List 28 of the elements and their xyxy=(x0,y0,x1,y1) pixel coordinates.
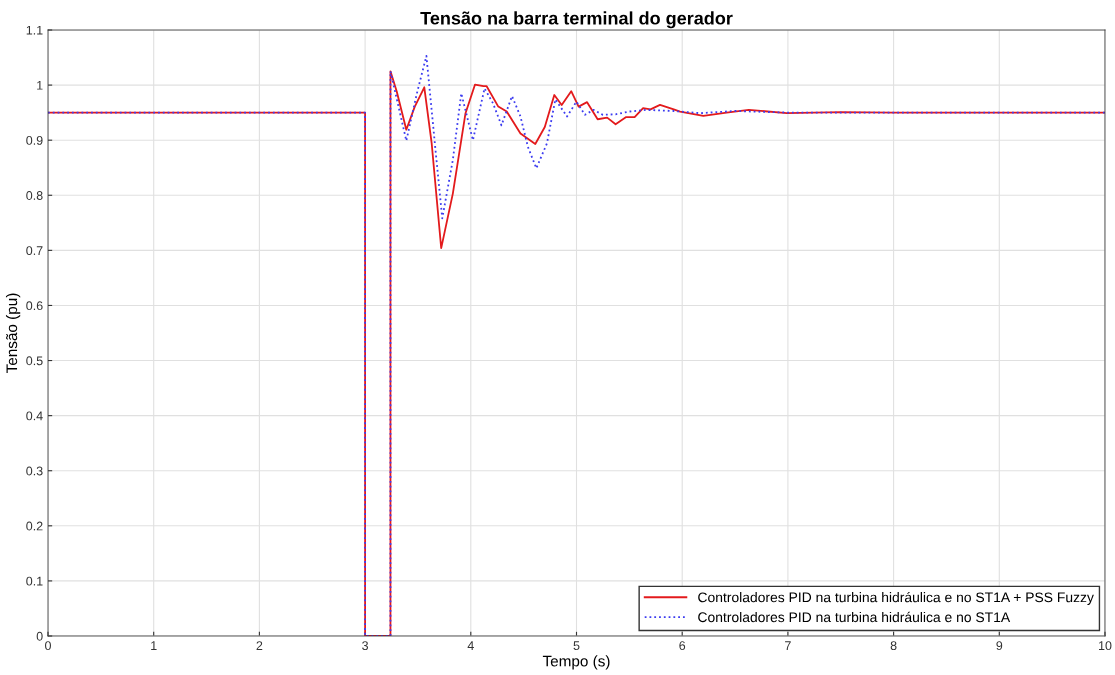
y-tick-label: 0.2 xyxy=(26,521,43,531)
y-tick-label: 0.7 xyxy=(26,246,43,256)
y-tick-label: 0.4 xyxy=(26,411,43,421)
x-tick-label: 5 xyxy=(573,641,580,651)
y-tick-label: 0.6 xyxy=(26,301,43,311)
y-tick-label: 0.5 xyxy=(26,356,43,366)
x-tick-label: 4 xyxy=(467,641,474,650)
x-tick-label: 6 xyxy=(679,641,686,651)
x-tick-label: 0 xyxy=(45,641,51,651)
chart-title: Tensão na barra terminal do gerador xyxy=(420,11,733,29)
y-tick-label: 0 xyxy=(36,631,43,641)
x-tick-label: 7 xyxy=(785,641,791,650)
y-tick-label: 1.1 xyxy=(26,25,43,35)
x-axis-title: Tempo (s) xyxy=(542,655,610,670)
y-tick-label: 0.3 xyxy=(26,466,43,476)
x-tick-label: 10 xyxy=(1099,641,1112,651)
x-tick-label: 1 xyxy=(151,641,157,650)
legend-label: Controladores PID na turbina hidráulica e no ST1A + PSS Fuzzy xyxy=(698,591,1094,605)
y-tick-label: 0.9 xyxy=(26,135,43,145)
y-tick-label: 0.1 xyxy=(26,576,43,586)
x-tick-label: 2 xyxy=(256,641,263,650)
x-tick-label: 9 xyxy=(996,641,1003,651)
x-tick-label: 3 xyxy=(362,641,369,651)
legend-label: Controladores PID na turbina hidráulica e no ST1A xyxy=(698,611,1011,623)
y-tick-label: 1 xyxy=(37,81,43,90)
y-axis-title: Tensão (pu) xyxy=(5,293,21,373)
y-tick-label: 0.8 xyxy=(26,191,43,200)
x-tick-label: 8 xyxy=(890,641,897,651)
